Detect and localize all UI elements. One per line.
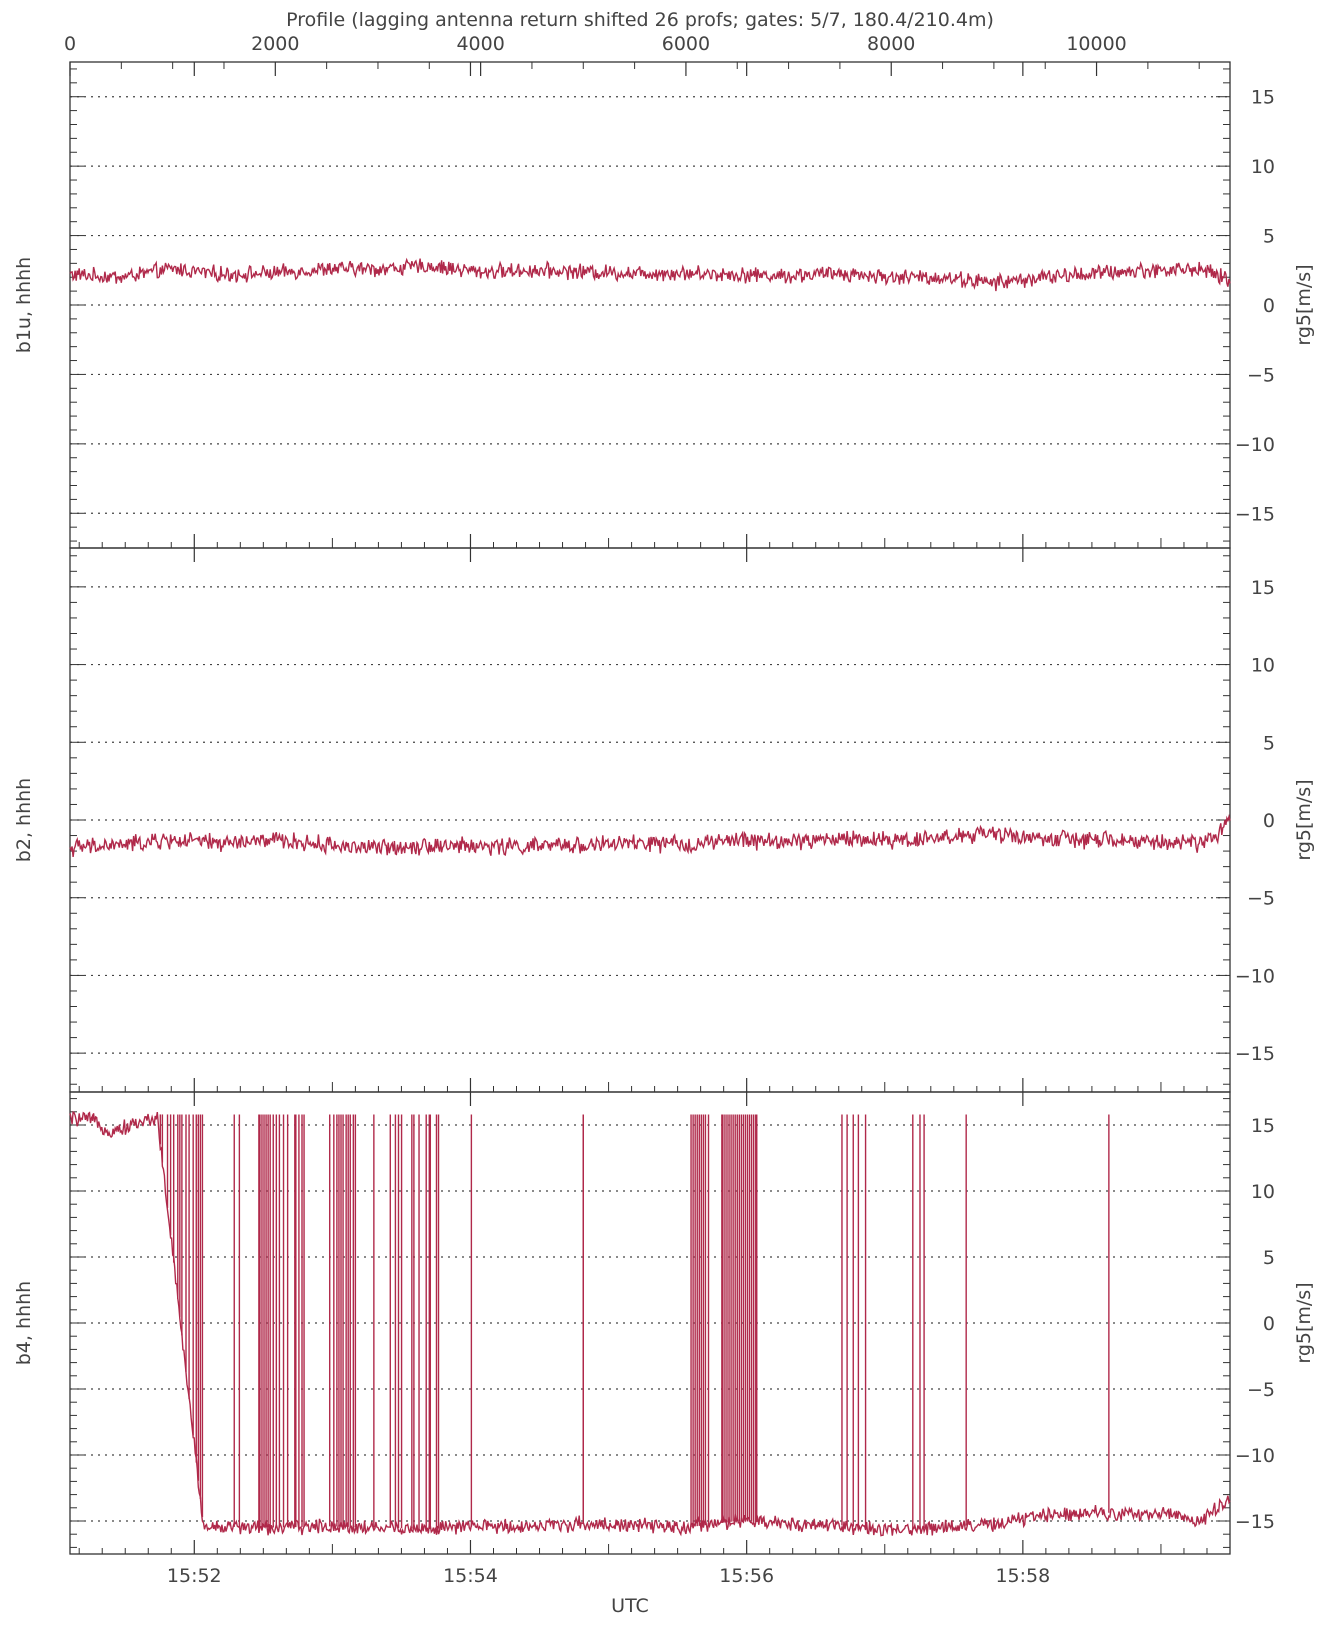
panel-frame	[69, 61, 1231, 549]
y-axis-label: rg5[m/s]	[1293, 779, 1315, 860]
chart-title: Profile (lagging antenna return shifted …	[286, 9, 994, 31]
panel-label: b4, hhhh	[13, 1281, 35, 1365]
y-axis-label: rg5[m/s]	[1293, 1282, 1315, 1363]
panel-label: b2, hhhh	[13, 778, 35, 862]
x-tick-label: 15:56	[719, 1565, 774, 1587]
y-tick-label: −10	[1235, 434, 1275, 456]
series-line	[69, 257, 1231, 292]
y-tick-label: 15	[1251, 87, 1275, 109]
panel-frame	[69, 1091, 1231, 1555]
y-tick-label: −10	[1235, 1445, 1275, 1467]
y-tick-label: 5	[1263, 226, 1275, 248]
y-tick-label: 5	[1263, 732, 1275, 754]
y-tick-label: 10	[1251, 156, 1275, 178]
series-line	[69, 813, 1231, 857]
y-tick-label: 15	[1251, 1115, 1275, 1137]
y-tick-label: −5	[1247, 364, 1275, 386]
x-tick-label: 15:52	[167, 1565, 222, 1587]
top-axis-tick-label: 0	[64, 33, 76, 55]
y-tick-label: −5	[1247, 888, 1275, 910]
y-tick-label: 0	[1263, 1313, 1275, 1335]
y-tick-label: 10	[1251, 1181, 1275, 1203]
x-axis-label: UTC	[611, 1595, 649, 1617]
y-tick-label: −5	[1247, 1379, 1275, 1401]
y-tick-label: −10	[1235, 965, 1275, 987]
y-tick-label: 0	[1263, 810, 1275, 832]
y-tick-label: 15	[1251, 577, 1275, 599]
top-axis-tick-label: 8000	[867, 33, 915, 55]
top-axis-tick-label: 4000	[456, 33, 504, 55]
x-tick-label: 15:58	[995, 1565, 1050, 1587]
y-axis-label: rg5[m/s]	[1293, 264, 1315, 345]
y-tick-label: 0	[1263, 295, 1275, 317]
panel-frame	[69, 547, 1231, 1093]
y-tick-label: 5	[1263, 1247, 1275, 1269]
panel-label: b1u, hhhh	[13, 257, 35, 353]
x-tick-label: 15:54	[443, 1565, 498, 1587]
top-axis-tick-label: 6000	[662, 33, 710, 55]
top-axis-tick-label: 2000	[251, 33, 299, 55]
y-tick-label: 10	[1251, 655, 1275, 677]
y-tick-label: −15	[1235, 1043, 1275, 1065]
series-line	[69, 1110, 1231, 1537]
top-axis-tick-label: 10000	[1066, 33, 1126, 55]
y-tick-label: −15	[1235, 1511, 1275, 1533]
y-tick-label: −15	[1235, 503, 1275, 525]
